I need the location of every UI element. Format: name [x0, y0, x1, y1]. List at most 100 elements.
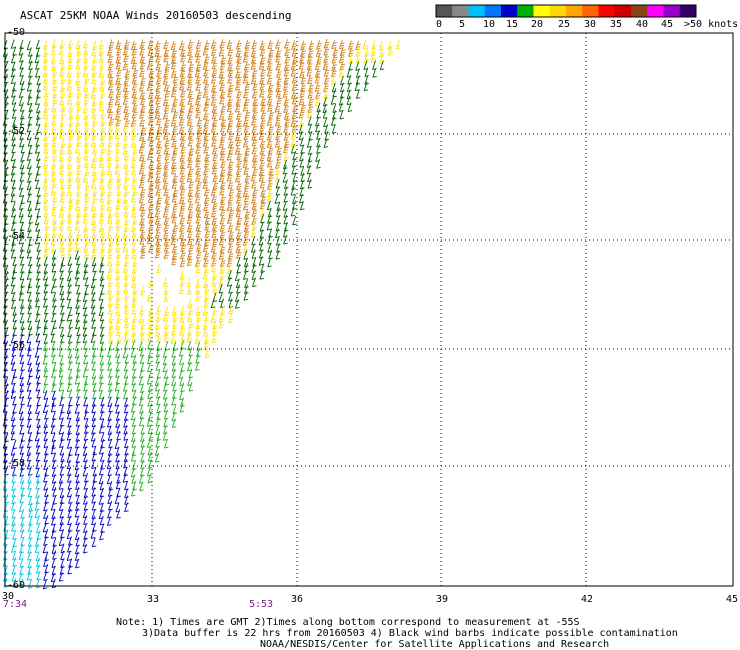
wind-barb: [282, 173, 288, 183]
wind-barb: [43, 319, 49, 330]
note-line-3: NOAA/NESDIS/Center for Satellite Applica…: [260, 639, 610, 650]
wind-barb: [43, 424, 49, 434]
wind-barb: [275, 165, 281, 176]
wind-barb: [100, 116, 106, 127]
wind-barb: [195, 144, 202, 154]
wind-barb: [188, 61, 195, 71]
wind-barb: [92, 193, 98, 204]
wind-barb: [171, 213, 178, 224]
wind-barb: [227, 222, 234, 233]
wind-barb: [226, 123, 233, 133]
wind-barb: [10, 151, 16, 162]
wind-barb: [59, 270, 65, 280]
wind-barb: [74, 404, 80, 414]
wind-barb: [131, 333, 137, 344]
wind-barb: [132, 144, 138, 155]
wind-barb: [244, 180, 250, 190]
wind-barb: [106, 256, 113, 267]
wind-barb: [275, 53, 281, 63]
wind-barb: [27, 474, 32, 484]
wind-barb: [235, 74, 242, 84]
wind-barb: [234, 292, 240, 303]
wind-barb: [82, 320, 88, 330]
wind-barb: [131, 74, 138, 85]
wind-barb: [314, 96, 321, 107]
wind-barb: [34, 234, 40, 245]
wind-barb: [163, 249, 170, 260]
wind-barb: [66, 431, 72, 441]
wind-barb: [195, 74, 202, 84]
wind-barb: [60, 290, 65, 301]
wind-barb: [171, 164, 177, 175]
wind-barb: [251, 249, 257, 259]
wind-barb: [58, 425, 64, 435]
wind-barb: [148, 116, 154, 126]
wind-barb: [179, 326, 185, 336]
wind-barb: [66, 382, 72, 393]
wind-barb: [164, 88, 171, 98]
wind-barb: [203, 74, 209, 84]
colorbar-label: 0: [436, 19, 443, 30]
wind-barb: [300, 144, 305, 155]
wind-barb: [299, 88, 306, 98]
wind-barb: [268, 228, 273, 238]
wind-barb: [339, 46, 346, 57]
wind-barb: [220, 206, 226, 217]
wind-barb: [92, 243, 98, 254]
wind-barb: [76, 208, 82, 218]
wind-barb: [187, 137, 194, 147]
wind-barb: [308, 40, 315, 51]
wind-barb: [67, 151, 73, 162]
wind-barbs-layer: [2, 38, 401, 590]
wind-barb: [274, 117, 281, 127]
wind-barb: [43, 74, 49, 84]
wind-barb: [195, 306, 201, 316]
wind-barb: [172, 200, 179, 211]
wind-barb: [92, 144, 98, 155]
wind-barb: [284, 116, 291, 127]
wind-barb: [28, 495, 33, 506]
wind-barb: [204, 312, 210, 322]
wind-barb: [11, 109, 17, 119]
wind-barb: [172, 319, 178, 330]
wind-barb: [268, 47, 275, 57]
colorbar-label: 20: [531, 19, 544, 30]
wind-barb: [331, 124, 337, 134]
wind-barb: [122, 95, 129, 105]
wind-barb: [218, 110, 225, 121]
wind-barb: [124, 502, 129, 513]
wind-barb: [107, 157, 113, 168]
wind-barb: [131, 304, 137, 315]
wind-barb: [235, 243, 242, 254]
wind-barb: [131, 298, 137, 308]
wind-barb: [98, 101, 104, 112]
wind-barb: [146, 375, 152, 385]
wind-barb: [291, 40, 297, 50]
wind-barb: [276, 145, 282, 155]
wind-barb: [339, 75, 345, 86]
wind-barb: [20, 80, 26, 91]
wind-barb: [155, 61, 162, 71]
wind-barb: [259, 222, 265, 232]
wind-barb: [20, 487, 26, 497]
wind-barb: [84, 276, 90, 287]
wind-barb: [108, 326, 114, 336]
colorbar-swatch: [436, 5, 453, 17]
wind-barb: [276, 151, 283, 161]
wind-barb: [66, 299, 72, 309]
wind-barb: [123, 312, 129, 323]
wind-barb: [90, 179, 96, 189]
wind-barb: [226, 172, 233, 182]
wind-barb: [251, 235, 256, 246]
wind-barb: [124, 318, 130, 329]
wind-barb: [131, 417, 137, 428]
wind-barb: [58, 572, 64, 582]
wind-barb: [236, 257, 242, 267]
wind-barb: [123, 458, 128, 469]
wind-barb: [59, 417, 65, 427]
wind-barb: [179, 165, 186, 175]
wind-barb: [92, 347, 97, 358]
wind-barb: [274, 103, 281, 113]
wind-barb: [99, 502, 105, 513]
wind-barb: [139, 221, 146, 232]
